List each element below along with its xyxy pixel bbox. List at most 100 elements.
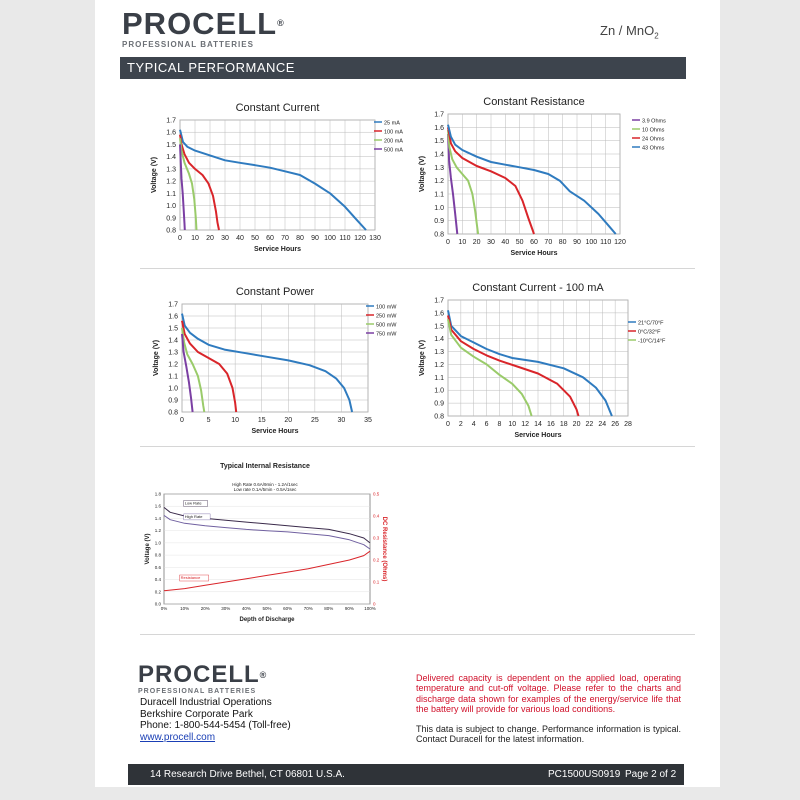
chart-title: Constant Power bbox=[236, 286, 315, 298]
series-line bbox=[181, 327, 206, 413]
x-tick-label: 90% bbox=[345, 606, 354, 611]
x-axis-label: Service Hours bbox=[510, 250, 557, 257]
legend-label: 10 Ohms bbox=[642, 128, 665, 134]
y-tick-label: 1.5 bbox=[168, 326, 178, 333]
y-tick-label: 1.7 bbox=[434, 298, 444, 305]
change-notice: This data is subject to change. Performa… bbox=[416, 724, 681, 745]
series-line bbox=[179, 138, 198, 231]
footer-registered-mark: ® bbox=[259, 670, 268, 680]
x-tick-label: 100% bbox=[364, 606, 376, 611]
x-tick-label: 50 bbox=[516, 239, 524, 246]
capacity-notice: Delivered capacity is dependent on the a… bbox=[416, 673, 681, 714]
x-tick-label: 40 bbox=[501, 239, 509, 246]
series-line bbox=[447, 127, 535, 235]
chart-note: High Rate 0.6A/9min - 1.2A/1sec bbox=[232, 482, 298, 487]
x-tick-label: 22 bbox=[586, 421, 594, 428]
x-tick-label: 30 bbox=[338, 417, 346, 424]
section-title: TYPICAL PERFORMANCE bbox=[127, 60, 295, 75]
y2-tick-label: 0 bbox=[373, 602, 376, 607]
series-tag: High Rate bbox=[185, 514, 204, 519]
y-tick-label: 1.0 bbox=[155, 540, 162, 545]
y-tick-label: 0.4 bbox=[155, 577, 162, 582]
chart-constant-power: Constant Power 0 5 10 15 20 25 30 35 0.8 0.9 1.0 1.1… bbox=[153, 286, 397, 435]
x-tick-label: 20 bbox=[206, 235, 214, 242]
x-tick-label: 25 bbox=[311, 417, 319, 424]
legend-label: 500 mA bbox=[384, 148, 403, 154]
x-tick-label: 60% bbox=[283, 606, 292, 611]
website-link[interactable]: www.procell.com bbox=[140, 731, 216, 743]
y-tick-label: 0.0 bbox=[155, 602, 162, 607]
y-tick-label: 0.8 bbox=[155, 553, 162, 558]
legend-label: 500 mW bbox=[376, 323, 397, 329]
y-tick-label: 1.1 bbox=[166, 191, 176, 198]
series-tag-box bbox=[179, 574, 209, 582]
series-tag: Resistance bbox=[181, 575, 202, 580]
y-tick-label: 0.2 bbox=[155, 589, 162, 594]
x-tick-label: 100 bbox=[585, 239, 597, 246]
y-tick-label: 1.3 bbox=[168, 350, 178, 357]
legend-label: 750 mW bbox=[376, 332, 397, 338]
y-tick-label: 0.8 bbox=[168, 410, 178, 417]
footer-address: 14 Research Drive Bethel, CT 06801 U.S.A… bbox=[150, 769, 345, 780]
legend-label: 200 mA bbox=[384, 139, 403, 145]
x-tick-label: 2 bbox=[459, 421, 463, 428]
x-axis-label: Service Hours bbox=[514, 432, 561, 439]
chart-constant-current: Constant Current 0 10 20 30 40 50 60 70 80 90 100 11… bbox=[151, 102, 403, 253]
y-axis-label: Voltage (V) bbox=[419, 156, 426, 192]
y2-tick-label: 0.3 bbox=[373, 536, 380, 541]
y-tick-label: 1.1 bbox=[434, 375, 444, 382]
x-tick-label: 30 bbox=[221, 235, 229, 242]
y-tick-label: 0.8 bbox=[166, 228, 176, 235]
x-axis-label: Service Hours bbox=[254, 246, 301, 253]
y-tick-label: 0.8 bbox=[434, 414, 444, 421]
y-tick-label: 1.6 bbox=[434, 125, 444, 132]
y-tick-label: 1.6 bbox=[155, 504, 162, 509]
y-tick-label: 1.0 bbox=[166, 203, 176, 210]
chart-title: Constant Resistance bbox=[483, 96, 585, 108]
y-tick-label: 1.2 bbox=[155, 528, 162, 533]
x-tick-label: 30 bbox=[487, 239, 495, 246]
x-tick-label: 20 bbox=[284, 417, 292, 424]
chart-title: Constant Current - 100 mA bbox=[472, 282, 604, 294]
x-tick-label: 70% bbox=[304, 606, 313, 611]
legend-label: 250 mW bbox=[376, 314, 397, 320]
legend-label: 43 Ohms bbox=[642, 146, 665, 152]
x-tick-label: 60 bbox=[530, 239, 538, 246]
x-axis-label: Service Hours bbox=[251, 428, 298, 435]
y-axis-label: Voltage (V) bbox=[145, 534, 151, 565]
y-tick-label: 1.8 bbox=[155, 492, 162, 497]
series-line bbox=[447, 129, 480, 235]
y-tick-label: 0.6 bbox=[155, 565, 162, 570]
document-code: PC1500US0919 bbox=[548, 769, 621, 780]
series-tag: Low Rate bbox=[185, 500, 203, 505]
y2-tick-label: 0.4 bbox=[373, 514, 380, 519]
x-tick-label: 110 bbox=[600, 239, 611, 246]
divider bbox=[140, 446, 695, 447]
series-line bbox=[163, 514, 371, 550]
contact-block: Duracell Industrial Operations Berkshire… bbox=[140, 697, 291, 743]
x-tick-label: 10 bbox=[508, 421, 516, 428]
y-tick-label: 1.3 bbox=[166, 166, 176, 173]
y-tick-label: 1.6 bbox=[434, 310, 444, 317]
series-line bbox=[163, 550, 371, 592]
x-tick-label: 18 bbox=[560, 421, 568, 428]
company-phone: Phone: 1-800-544-5454 (Toll-free) bbox=[140, 720, 291, 731]
x-tick-label: 20 bbox=[573, 421, 581, 428]
registered-mark: ® bbox=[277, 18, 285, 28]
company-location: Berkshire Corporate Park bbox=[140, 708, 253, 720]
x-tick-label: 30% bbox=[221, 606, 230, 611]
x-tick-label: 80 bbox=[559, 239, 567, 246]
x-tick-label: 50% bbox=[262, 606, 271, 611]
x-tick-label: 4 bbox=[472, 421, 476, 428]
y-tick-label: 1.7 bbox=[166, 118, 176, 125]
chart-internal-resistance: Typical Internal Resistance High Rate 0.6… bbox=[145, 463, 387, 623]
divider bbox=[140, 634, 695, 635]
x-tick-label: 6 bbox=[485, 421, 489, 428]
x-tick-label: 0 bbox=[178, 235, 182, 242]
y-tick-label: 1.5 bbox=[434, 138, 444, 145]
x-tick-label: 40% bbox=[242, 606, 251, 611]
series-tag-box bbox=[183, 513, 211, 521]
brand-name: PROCELL bbox=[122, 6, 278, 41]
y-tick-label: 1.1 bbox=[168, 374, 178, 381]
y-tick-label: 1.1 bbox=[434, 192, 444, 199]
